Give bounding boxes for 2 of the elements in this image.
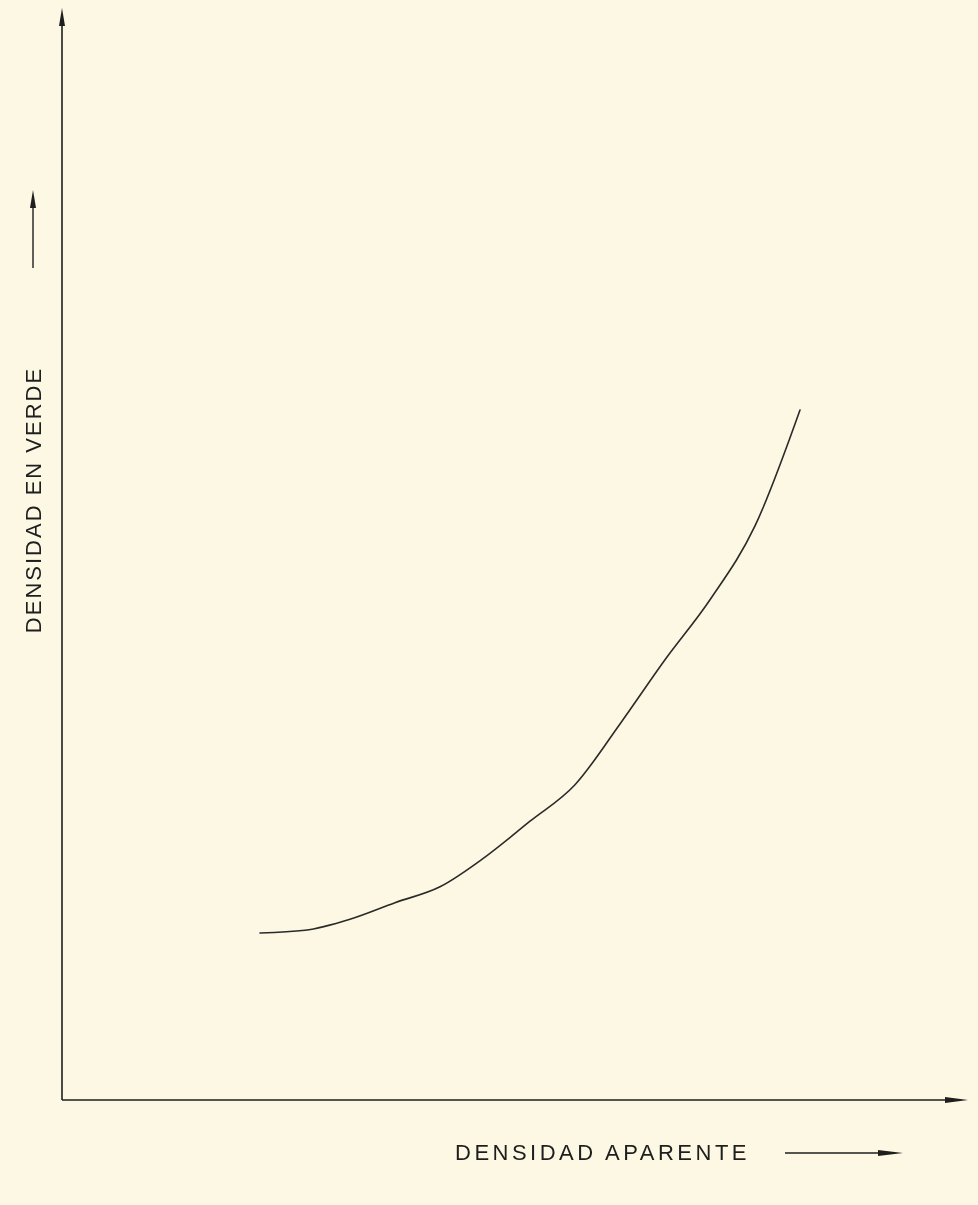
y-axis-title: DENSIDAD EN VERDE: [20, 366, 46, 634]
x-axis-title: DENSIDAD APARENTE: [455, 1140, 751, 1165]
